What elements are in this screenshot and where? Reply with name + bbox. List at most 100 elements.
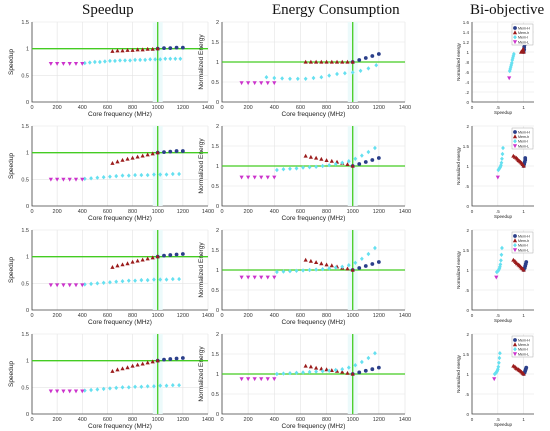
data-point-mem-h — [140, 47, 145, 52]
data-point-mem-l — [139, 384, 144, 389]
x-tick-label: 1 — [522, 313, 525, 318]
data-point-mem-l — [340, 264, 345, 269]
x-tick-label: 600 — [296, 417, 305, 423]
data-point-mem-h — [130, 259, 135, 264]
legend-marker-mem-l — [513, 139, 517, 144]
data-point-mem-l — [499, 252, 504, 257]
data-point-mem-l — [311, 75, 316, 81]
y-tick-label: .2 — [465, 90, 469, 95]
legend-marker-mem-l — [513, 347, 517, 352]
data-point-mem-l — [333, 367, 338, 373]
panel-biobjective-row-3: 0 .5 1 0 .5 1 1.5 2 Speedup Normalized energy Mem-… — [456, 228, 534, 323]
data-point-mem-h — [150, 359, 155, 364]
data-point-mem-h — [110, 49, 115, 53]
data-point-mem-l — [108, 174, 112, 179]
data-point-mem-l — [143, 57, 148, 63]
data-point-mem-l — [492, 377, 497, 382]
data-point-mem-l — [259, 81, 264, 86]
data-point-mem-l — [168, 56, 173, 61]
data-point-mem-h — [120, 48, 125, 53]
x-axis-label: Speedup — [494, 318, 513, 323]
data-point-mem-l — [314, 369, 319, 374]
x-tick-label: 1000 — [347, 209, 359, 215]
x-tick-label: 200 — [244, 417, 253, 423]
data-point-mem-l — [335, 71, 339, 77]
data-point-mem-h — [115, 263, 120, 268]
data-point-mem-h — [324, 262, 329, 267]
data-point-mem-l — [301, 370, 305, 375]
data-point-mem-h — [145, 46, 150, 51]
legend-marker-mem-h — [513, 338, 517, 342]
data-point-mem-l — [497, 355, 502, 361]
axes — [31, 126, 208, 207]
x-tick-label: 600 — [103, 313, 112, 319]
data-point-mem-l — [314, 164, 319, 169]
data-point-mem-l — [353, 363, 358, 368]
data-point-mem-l — [314, 267, 319, 272]
data-point-mem-h — [324, 59, 329, 64]
data-point-mem-h — [145, 152, 150, 157]
data-point-mem-l — [55, 283, 60, 288]
axes — [221, 22, 405, 103]
data-point-mem-h — [174, 149, 179, 153]
data-point-mem-l — [495, 175, 500, 180]
data-point-mem-h — [350, 267, 355, 272]
x-tick-label: 1000 — [347, 313, 359, 319]
data-point-mem-l — [346, 365, 351, 370]
data-point-mem-h — [370, 54, 375, 58]
legend-label-mem-l: Mem-l — [518, 348, 528, 352]
y-tick-label: 2 — [466, 228, 469, 233]
x-tick-label: 1200 — [373, 417, 385, 423]
legend-label-mem-h: Mem-H — [518, 235, 530, 239]
x-tick-label: 200 — [53, 209, 62, 215]
y-tick-label: 1.5 — [21, 228, 29, 234]
x-tick-label: 400 — [270, 105, 279, 111]
data-point-mem-l — [177, 171, 181, 177]
data-point-mem-h — [162, 46, 166, 51]
data-point-mem-l — [265, 275, 270, 280]
data-point-mem-l — [118, 58, 122, 63]
data-point-mem-l — [145, 172, 150, 178]
legend-label-mem-h: Mem-H — [518, 27, 530, 31]
data-point-mem-l — [138, 57, 143, 63]
data-point-mem-l — [82, 176, 87, 181]
data-point-mem-l — [158, 57, 163, 62]
x-tick-label: 0 — [30, 105, 33, 111]
legend-label-mem-h: Mem-h — [518, 31, 529, 35]
data-point-mem-l — [511, 51, 516, 57]
axes — [471, 126, 534, 207]
data-point-mem-l — [126, 385, 131, 390]
data-point-mem-l — [281, 371, 286, 376]
data-point-mem-l — [499, 160, 504, 165]
data-point-mem-l — [320, 163, 325, 169]
data-point-mem-l — [288, 371, 292, 376]
y-tick-label: .4 — [465, 80, 469, 85]
x-tick-label: 1400 — [399, 105, 411, 111]
y-tick-label: 1 — [466, 50, 469, 55]
x-tick-label: 1000 — [152, 313, 164, 319]
data-point-mem-h — [363, 368, 368, 373]
x-axis-label: Core frequency (MHz) — [282, 111, 346, 118]
data-point-mem-h — [334, 59, 340, 64]
data-point-mem-l — [301, 268, 305, 273]
y-tick-label: 1 — [466, 268, 469, 273]
data-point-mem-l — [498, 351, 502, 356]
y-axis-label: Normalized Energy — [198, 346, 205, 402]
data-point-mem-l — [103, 59, 107, 64]
legend-label-mem-h: Mem-H — [518, 131, 530, 135]
y-tick-label: 1 — [26, 359, 29, 365]
column-title-speedup: Speedup — [82, 2, 134, 18]
data-point-mem-l — [87, 60, 92, 65]
data-point-mem-l — [82, 60, 87, 66]
data-point-mem-h — [130, 155, 135, 160]
data-point-mem-l — [359, 359, 364, 365]
x-tick-label: 400 — [78, 209, 87, 215]
data-point-mem-l — [366, 149, 371, 155]
data-point-mem-l — [48, 62, 53, 66]
x-tick-label: 1400 — [399, 209, 411, 215]
data-point-mem-l — [139, 277, 144, 283]
data-point-mem-h — [120, 262, 125, 267]
data-point-mem-l — [89, 281, 93, 287]
data-point-mem-h — [125, 156, 130, 161]
